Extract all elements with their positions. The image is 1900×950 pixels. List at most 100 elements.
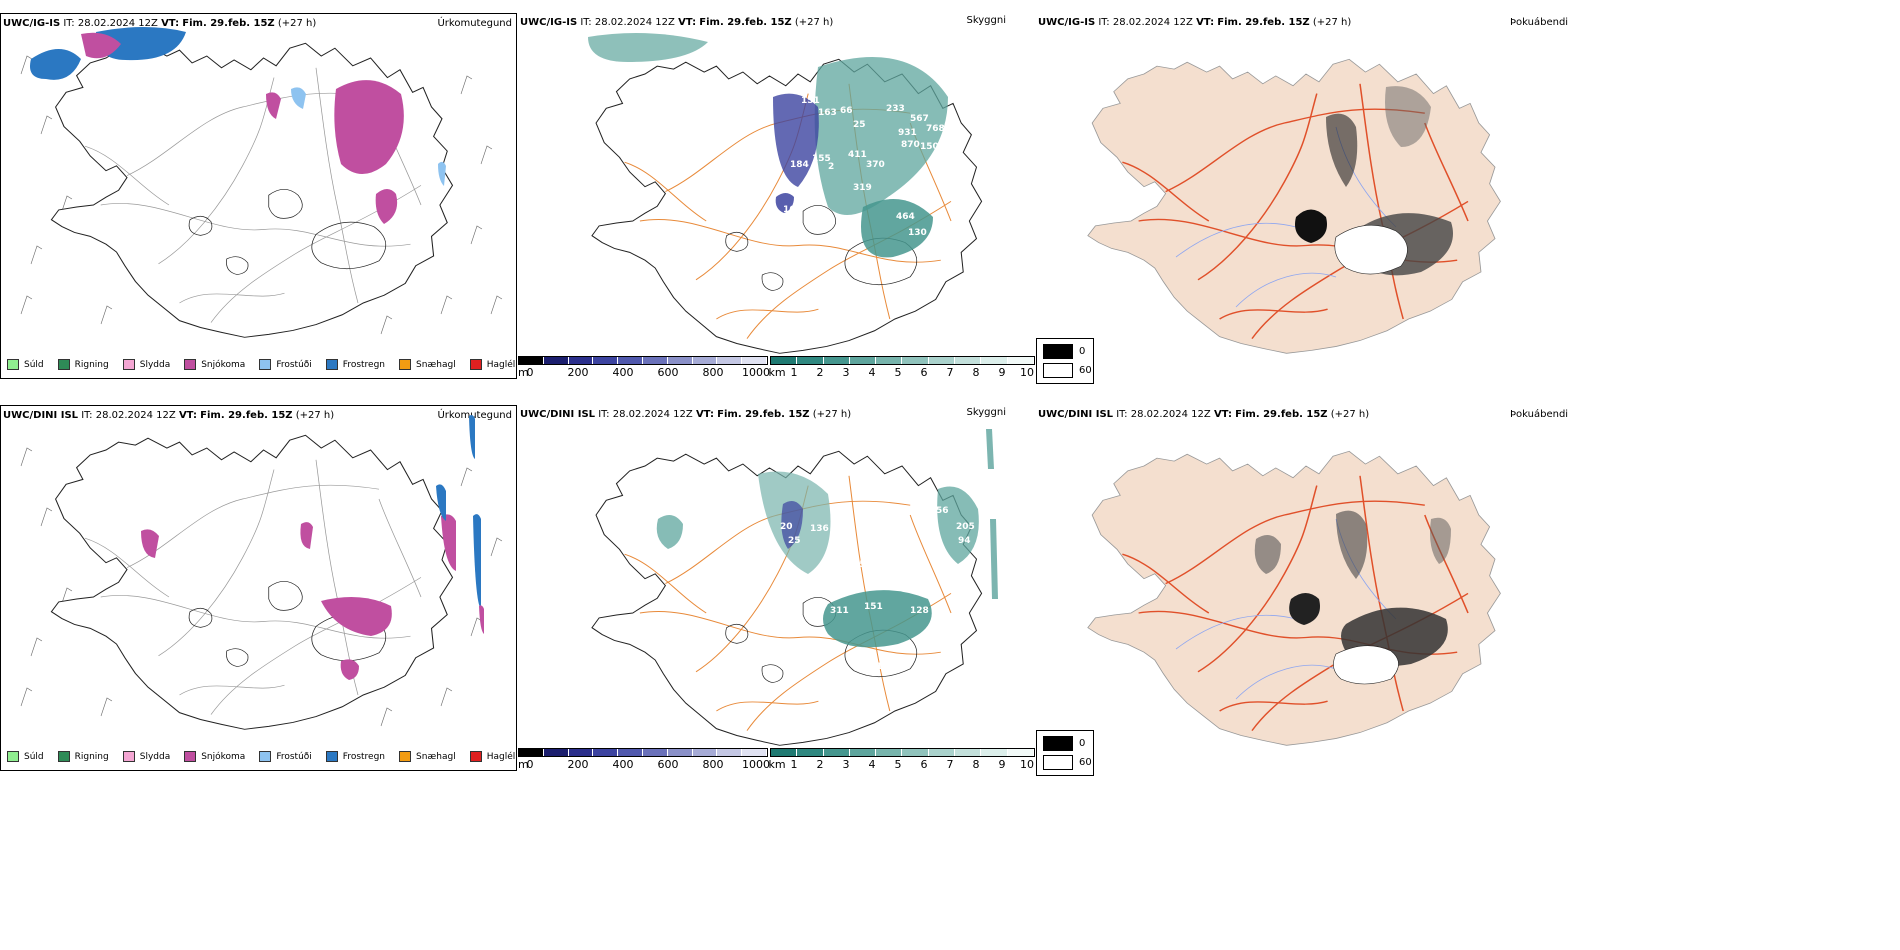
fog-legend-row: 0	[1043, 736, 1085, 751]
precip-panel-igis: UWC/IG-IS IT: 28.02.2024 12Z VT: Fim. 29…	[0, 13, 517, 379]
panel-title: Þokuábendi	[1510, 409, 1569, 420]
peak-label: 20	[814, 600, 827, 610]
legend-item: Súld	[7, 751, 44, 762]
fog-panel-igis: UWC/IG-IS IT: 28.02.2024 12Z VT: Fim. 29…	[1036, 13, 1900, 384]
fog-indicator-map	[1087, 450, 1501, 746]
legend-item: Haglél	[469, 751, 515, 762]
legend-item: Rigning	[57, 751, 109, 762]
peak-label: 464	[896, 212, 915, 222]
peak-label: 56	[936, 506, 949, 516]
colorbar-unit: m	[518, 758, 529, 771]
legend-item: Slydda	[122, 751, 170, 762]
swatch	[469, 751, 482, 762]
visibility-colorbar: km 1 2 3 4 5 6 7 8 9 10	[768, 356, 1035, 379]
cloud-panel-igis: UWC/IG-IS IT: 28.02.2024 12Z VT: Fim. 29…	[518, 13, 1035, 379]
swatch	[325, 359, 338, 370]
peak-label: 233	[886, 104, 905, 114]
forecast-header: UWC/IG-IS IT: 28.02.2024 12Z VT: Fim. 29…	[3, 18, 317, 29]
colorbar-ticks: km 1 2 3 4 5 6 7 8 9 10	[768, 758, 1034, 771]
legend-item: Frostregn	[325, 751, 385, 762]
swatch	[259, 751, 272, 762]
peak-label: 25	[788, 536, 801, 546]
panel-title: Þokuábendi	[1510, 17, 1569, 28]
colorbar-unit: m	[518, 366, 529, 379]
swatch	[7, 359, 19, 370]
cloud-base-colorbar: m 0 200 400 600 800 1000	[518, 356, 770, 379]
peak-label: 20	[780, 522, 793, 532]
swatch	[184, 359, 197, 370]
peak-label: 128	[910, 606, 929, 616]
peak-label: 311	[830, 606, 849, 616]
cloud-peak-labels: 151 163 66 25 233 567 931 768 411 370 87…	[783, 96, 945, 238]
forecast-header: UWC/DINI ISL IT: 28.02.2024 12Z VT: Fim.…	[3, 410, 335, 421]
peak-label: 66	[840, 106, 853, 116]
colorbar-cells	[770, 356, 1035, 365]
swatch	[399, 751, 412, 762]
peak-label: 203	[770, 592, 789, 602]
cloud-base-colorbar: m 0 200 400 600 800 1000	[518, 748, 770, 771]
fog-legend-row: 60	[1043, 755, 1092, 770]
legend-item: Súld	[7, 359, 44, 370]
colorbar-ticks: m 0 200 400 600 800 1000	[518, 366, 770, 379]
peak-label: 184	[790, 160, 809, 170]
panel-title: Skyggni	[966, 15, 1006, 26]
peak-label: 31	[838, 580, 851, 590]
colorbar-ticks: m 0 200 400 600 800 1000	[518, 758, 770, 771]
colorbar-unit: km	[768, 758, 786, 771]
peak-label: 25	[853, 120, 866, 130]
legend-item: Frostregn	[325, 359, 385, 370]
fog-legend: 0 60	[1036, 730, 1094, 776]
fog-legend-row: 0	[1043, 344, 1085, 359]
panel-title: Úrkomutegund	[437, 410, 512, 421]
swatch	[325, 751, 338, 762]
peak-label: 151	[801, 96, 820, 106]
precip-type-map	[20, 415, 503, 730]
legend-item: Snjókoma	[184, 359, 245, 370]
precip-legend: Súld Rigning Slydda Snjókoma Frostúði Fr…	[7, 751, 515, 762]
legend-item: Haglél	[469, 359, 515, 370]
panel-title: Skyggni	[966, 407, 1006, 418]
legend-item: Snæhagl	[399, 359, 456, 370]
peak-label: 567	[910, 114, 929, 124]
legend-item: Frostúði	[259, 359, 312, 370]
colorbar-cells	[770, 748, 1035, 757]
peak-label: 458	[853, 560, 872, 570]
swatch	[259, 359, 272, 370]
legend-item: Snæhagl	[399, 751, 456, 762]
swatch	[7, 751, 19, 762]
peak-label: 411	[848, 150, 867, 160]
cloud-panel-dini: UWC/DINI ISL IT: 28.02.2024 12Z VT: Fim.…	[518, 405, 1035, 771]
colorbar-cells	[518, 748, 768, 757]
forecast-header: UWC/IG-IS IT: 28.02.2024 12Z VT: Fim. 29…	[1038, 17, 1352, 28]
peak-label: 16	[783, 205, 796, 215]
visibility-colorbar: km 1 2 3 4 5 6 7 8 9 10	[768, 748, 1035, 771]
peak-label: 130	[908, 228, 927, 238]
peak-label: 94	[958, 536, 971, 546]
swatch	[57, 751, 70, 762]
forecast-header: UWC/IG-IS IT: 28.02.2024 12Z VT: Fim. 29…	[520, 17, 834, 28]
precip-legend: Súld Rigning Slydda Snjókoma Frostúði Fr…	[7, 359, 515, 370]
precip-type-map	[20, 27, 503, 338]
colorbar-cells	[518, 356, 768, 365]
forecast-header: UWC/DINI ISL IT: 28.02.2024 12Z VT: Fim.…	[520, 409, 852, 420]
peak-label: 931	[898, 128, 917, 138]
colorbar-ticks: km 1 2 3 4 5 6 7 8 9 10	[768, 366, 1034, 379]
peak-label: 136	[810, 524, 829, 534]
fog-indicator-map	[1087, 58, 1501, 354]
swatch	[122, 359, 135, 370]
swatch	[399, 359, 412, 370]
legend-item: Slydda	[122, 359, 170, 370]
peak-label: 870	[901, 140, 920, 150]
fog-panel-dini: UWC/DINI ISL IT: 28.02.2024 12Z VT: Fim.…	[1036, 405, 1900, 776]
fog-legend: 0 60	[1036, 338, 1094, 384]
peak-label: 151	[864, 602, 883, 612]
swatch	[122, 751, 135, 762]
peak-label: 155	[812, 154, 831, 164]
peak-label: 41	[870, 662, 883, 672]
legend-item: Rigning	[57, 359, 109, 370]
swatch	[57, 359, 70, 370]
swatch	[184, 751, 197, 762]
peak-label: 205	[956, 522, 975, 532]
peak-label: 768	[926, 124, 945, 134]
forecast-header: UWC/DINI ISL IT: 28.02.2024 12Z VT: Fim.…	[1038, 409, 1370, 420]
